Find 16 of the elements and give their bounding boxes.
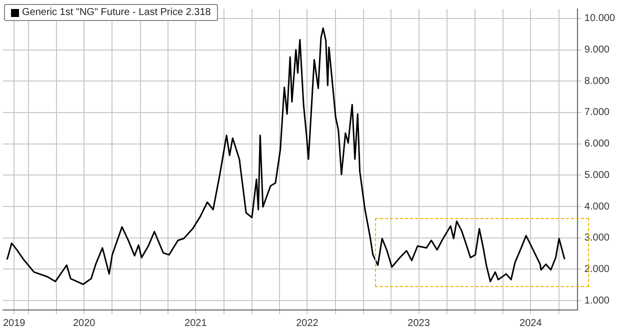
x-tick-label: 2024	[520, 318, 542, 329]
y-tick-label: 10.000	[584, 13, 616, 24]
x-tick-label: 2019	[3, 318, 26, 329]
x-tick-label: 2022	[296, 318, 319, 329]
y-tick-label: 4.000	[584, 201, 610, 212]
y-tick-label: 2.000	[584, 264, 610, 275]
y-tick-label: 9.000	[584, 44, 610, 56]
legend-label: Generic 1st "NG" Future - Last Price 2.318	[22, 7, 211, 18]
y-tick-label: 1.000	[584, 295, 610, 306]
x-tick-label: 2023	[408, 318, 430, 329]
x-tick-label: 2021	[184, 318, 208, 329]
x-tick-label: 2020	[72, 318, 96, 329]
y-tick-label: 8.000	[584, 76, 610, 87]
y-tick-label: 5.000	[584, 170, 610, 181]
y-tick-label: 6.000	[584, 138, 610, 150]
y-tick-label: 7.000	[584, 107, 610, 118]
